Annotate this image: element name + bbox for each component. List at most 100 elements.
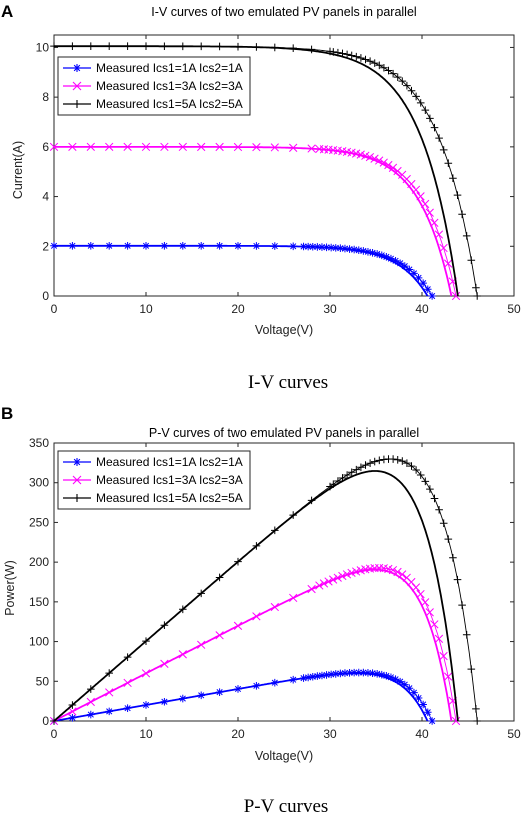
pv-data-point-1 xyxy=(179,694,187,703)
iv-data-point-3 xyxy=(426,114,434,123)
iv-data-point-2 xyxy=(370,154,379,163)
pv-data-point-2 xyxy=(270,602,279,612)
iv-data-point-3 xyxy=(68,42,77,50)
iv-data-point-1 xyxy=(387,254,395,263)
iv-data-point-1 xyxy=(405,265,414,274)
iv-data-point-3 xyxy=(439,146,448,154)
pv-data-point-3 xyxy=(421,477,430,486)
iv-y-axis-label: Current(A) xyxy=(11,141,25,199)
iv-chart-title: I-V curves of two emulated PV panels in … xyxy=(151,5,416,19)
pv-data-point-2 xyxy=(439,651,448,661)
pv-x-tick-label: 10 xyxy=(139,727,153,741)
iv-data-point-1 xyxy=(354,246,363,255)
iv-y-tick-label: 4 xyxy=(42,190,49,204)
pv-x-axis-label: Voltage(V) xyxy=(255,749,313,763)
pv-data-point-3 xyxy=(347,468,356,477)
pv-x-tick-label: 50 xyxy=(507,727,521,741)
pv-data-point-1 xyxy=(299,674,308,682)
iv-data-point-3 xyxy=(435,134,443,142)
pv-data-point-3 xyxy=(307,496,316,505)
pv-data-point-3 xyxy=(160,621,169,630)
pv-data-point-1 xyxy=(354,668,363,677)
pv-data-point-3 xyxy=(375,456,384,465)
pv-data-point-3 xyxy=(215,573,224,582)
pv-data-point-2 xyxy=(289,593,298,603)
iv-data-point-1 xyxy=(234,242,242,250)
pv-data-point-1 xyxy=(345,669,354,677)
pv-y-tick-label: 300 xyxy=(29,476,49,490)
iv-legend-label-2: Measured Ics1=3A Ics2=3A xyxy=(96,79,243,93)
pv-data-point-1 xyxy=(414,694,423,702)
pv-data-point-3 xyxy=(343,471,351,479)
iv-data-point-3 xyxy=(412,92,420,101)
iv-data-point-1 xyxy=(313,243,322,251)
pv-legend-marker-3 xyxy=(73,494,81,502)
iv-data-point-1 xyxy=(318,243,326,251)
pv-data-point-2 xyxy=(393,567,402,577)
iv-data-point-1 xyxy=(414,274,423,282)
pv-data-point-2 xyxy=(397,570,407,579)
iv-data-point-3 xyxy=(50,42,58,50)
pv-data-point-3 xyxy=(179,605,187,614)
iv-data-point-1 xyxy=(123,241,132,250)
pv-data-point-1 xyxy=(391,675,400,684)
pv-data-point-1 xyxy=(373,670,381,678)
iv-data-point-2 xyxy=(425,208,434,217)
pv-legend-label-3: Measured Ics1=5A Ics2=5A xyxy=(96,491,243,505)
pv-data-point-1 xyxy=(197,691,205,700)
iv-data-point-1 xyxy=(160,241,169,250)
pv-data-point-2 xyxy=(338,571,347,581)
pv-data-point-2 xyxy=(443,672,453,681)
pv-data-point-1 xyxy=(331,670,340,678)
panel-letter-a: A xyxy=(1,2,13,21)
pv-data-point-2 xyxy=(407,577,416,587)
iv-x-tick-label: 0 xyxy=(51,302,58,316)
iv-data-point-1 xyxy=(391,256,400,265)
iv-data-point-2 xyxy=(215,142,224,152)
pv-data-point-2 xyxy=(451,716,461,726)
pv-data-point-2 xyxy=(430,620,439,629)
pv-data-point-1 xyxy=(364,669,372,677)
iv-legend-marker-2 xyxy=(72,81,82,91)
pv-data-point-3 xyxy=(430,494,439,503)
iv-data-point-3 xyxy=(467,256,476,265)
pv-data-point-3 xyxy=(439,519,448,528)
pv-data-point-1 xyxy=(142,701,150,709)
iv-data-point-3 xyxy=(421,106,430,114)
iv-data-point-1 xyxy=(423,285,432,294)
pv-x-tick-label: 20 xyxy=(231,727,245,741)
iv-data-point-3 xyxy=(271,43,279,52)
pv-data-point-2 xyxy=(315,581,324,590)
iv-data-point-3 xyxy=(307,45,316,54)
pv-data-point-3 xyxy=(142,637,150,645)
iv-data-point-2 xyxy=(356,150,365,159)
pv-data-point-3 xyxy=(462,631,471,639)
iv-data-point-2 xyxy=(374,156,384,165)
iv-data-point-3 xyxy=(389,69,397,78)
pv-data-point-1 xyxy=(387,673,395,682)
pv-data-point-1 xyxy=(336,669,345,678)
iv-data-point-3 xyxy=(87,42,95,50)
pv-data-point-2 xyxy=(123,678,132,688)
iv-data-point-3 xyxy=(215,42,224,51)
pv-data-point-3 xyxy=(458,601,466,609)
pv-y-tick-label: 0 xyxy=(42,714,49,728)
pv-legend-label-2: Measured Ics1=3A Ics2=3A xyxy=(96,473,243,487)
pv-data-point-2 xyxy=(86,697,95,707)
pv-data-point-3 xyxy=(472,705,480,713)
iv-data-point-3 xyxy=(366,57,374,65)
pv-caption: P-V curves xyxy=(244,796,329,817)
pv-data-point-2 xyxy=(307,584,316,594)
iv-data-point-3 xyxy=(289,44,297,52)
pv-data-point-3 xyxy=(403,459,411,467)
pv-data-point-3 xyxy=(444,535,453,543)
pv-data-point-2 xyxy=(324,577,333,586)
iv-data-point-2 xyxy=(105,142,114,152)
pv-data-point-2 xyxy=(68,707,77,716)
pv-data-point-3 xyxy=(123,653,132,661)
pv-y-tick-label: 150 xyxy=(29,595,49,609)
pv-data-point-2 xyxy=(425,608,434,617)
iv-data-point-2 xyxy=(451,291,461,301)
iv-caption: I-V curves xyxy=(248,372,328,393)
